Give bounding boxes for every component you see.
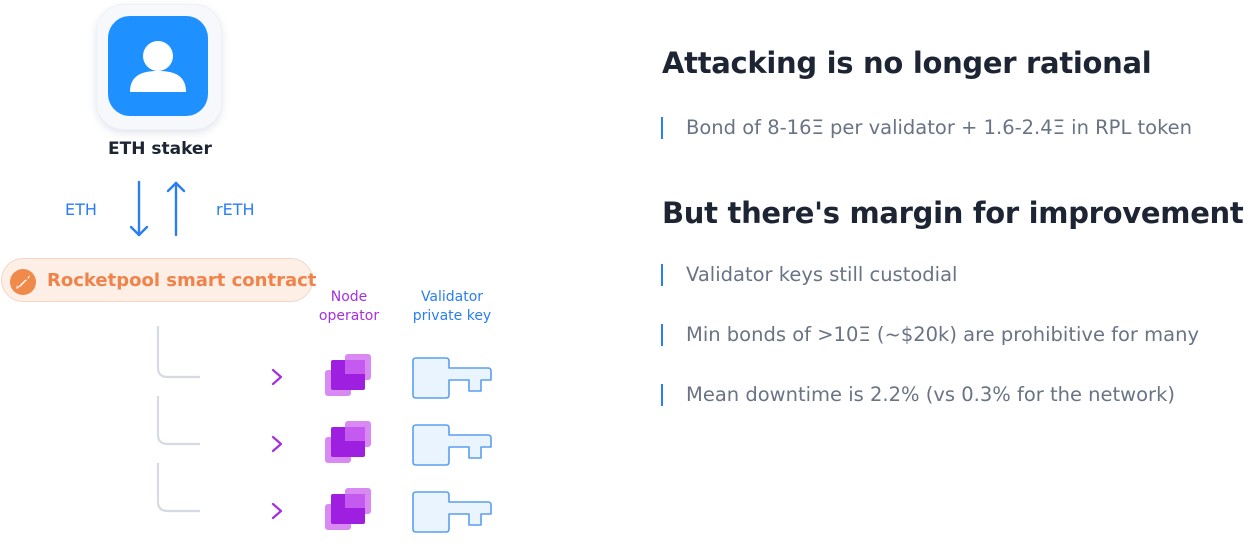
key-icon bbox=[412, 491, 492, 533]
heading-attacking: Attacking is no longer rational bbox=[662, 46, 1152, 80]
key-icon bbox=[412, 357, 492, 399]
node-operator-icon bbox=[325, 354, 371, 396]
rocketpool-contract-pill bbox=[1, 258, 313, 302]
validator-key-header: Validator private key bbox=[402, 288, 502, 326]
reth-flow-label: rETH bbox=[216, 200, 255, 219]
staker-avatar bbox=[108, 16, 208, 116]
connector-row-3 bbox=[156, 463, 283, 520]
bullet-text: Min bonds of >10Ξ (~$20k) are prohibitiv… bbox=[686, 323, 1199, 346]
distribution-graphic bbox=[156, 326, 492, 533]
arrow-up-icon bbox=[166, 181, 186, 237]
exchange-arrows bbox=[129, 180, 186, 237]
bullet-text: Bond of 8-16Ξ per validator + 1.6-2.4Ξ i… bbox=[686, 116, 1193, 139]
user-icon bbox=[130, 41, 186, 92]
rocketpool-contract-label: Rocketpool smart contract bbox=[47, 270, 317, 291]
node-operator-header-text: Node operator bbox=[318, 289, 380, 324]
rocket-icon bbox=[10, 269, 36, 295]
bullet-bar bbox=[661, 384, 663, 406]
eth-staker-label: ETH staker bbox=[108, 139, 212, 159]
bullet-text: Validator keys still custodial bbox=[686, 263, 958, 286]
node-operator-icon bbox=[325, 488, 371, 530]
bullet-bar bbox=[661, 117, 663, 139]
bullet-text: Mean downtime is 2.2% (vs 0.3% for the n… bbox=[686, 383, 1175, 406]
connector-row-1 bbox=[156, 326, 283, 386]
validator-key-header-text: Validator private key bbox=[412, 289, 492, 324]
connector-row-2 bbox=[156, 396, 283, 453]
bullet-bar bbox=[661, 324, 663, 346]
node-operator-header: Node operator bbox=[312, 288, 386, 326]
key-icon bbox=[412, 424, 492, 466]
arrow-down-icon bbox=[129, 180, 149, 237]
node-operator-icon bbox=[325, 421, 371, 463]
eth-flow-label: ETH bbox=[65, 200, 97, 219]
heading-improvement: But there's margin for improvement bbox=[662, 196, 1244, 230]
bullet-bar bbox=[661, 264, 663, 286]
